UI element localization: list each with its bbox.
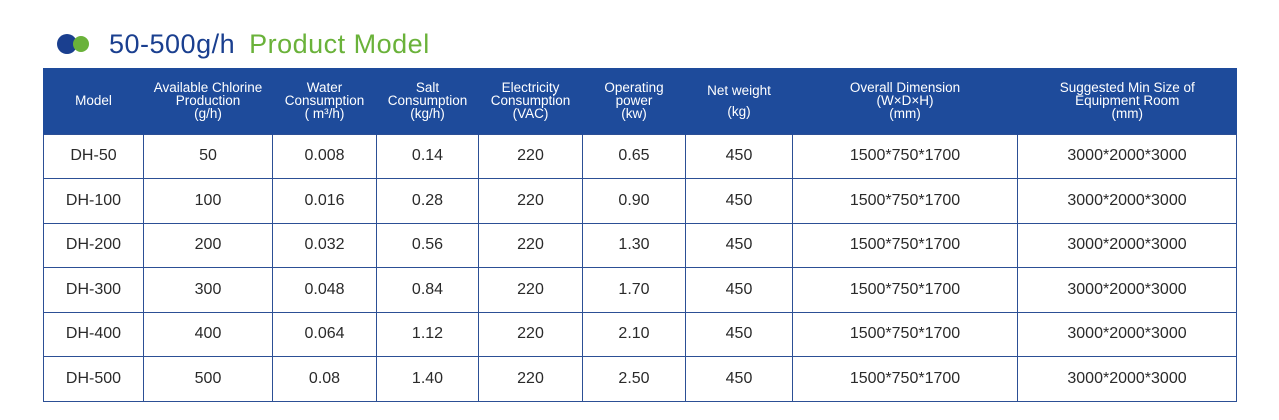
table-row: DH-100 100 0.016 0.28 220 0.90 450 1500*… [43, 178, 1237, 224]
cell-salt-consumption: 1.40 [376, 356, 479, 402]
cell-operating-power: 1.30 [582, 222, 686, 268]
header-operating-power: Operating power (kw) [582, 68, 686, 134]
cell-overall-dimension: 1500*750*1700 [792, 222, 1018, 268]
product-spec-table: Model Available Chlorine Production (g/h) … [43, 68, 1237, 402]
blue-dot-icon [57, 34, 77, 54]
cell-net-weight: 450 [685, 133, 793, 179]
cell-salt-consumption: 0.28 [376, 178, 479, 224]
cell-min-room-size: 3000*2000*3000 [1017, 356, 1237, 402]
cell-min-room-size: 3000*2000*3000 [1017, 178, 1237, 224]
cell-electricity: 220 [478, 133, 583, 179]
cell-electricity: 220 [478, 311, 583, 357]
cell-net-weight: 450 [685, 356, 793, 402]
cell-water-consumption: 0.016 [272, 178, 377, 224]
cell-min-room-size: 3000*2000*3000 [1017, 311, 1237, 357]
cell-operating-power: 2.10 [582, 311, 686, 357]
header-overall-dimension: Overall Dimension (W×D×H) (mm) [792, 68, 1018, 134]
cell-model: DH-100 [43, 178, 144, 224]
cell-model: DH-300 [43, 267, 144, 313]
cell-water-consumption: 0.048 [272, 267, 377, 313]
table-row: DH-50 50 0.008 0.14 220 0.65 450 1500*75… [43, 133, 1237, 179]
cell-chlorine-production: 500 [143, 356, 273, 402]
cell-model: DH-500 [43, 356, 144, 402]
cell-chlorine-production: 50 [143, 133, 273, 179]
cell-operating-power: 0.90 [582, 178, 686, 224]
cell-overall-dimension: 1500*750*1700 [792, 133, 1018, 179]
cell-chlorine-production: 300 [143, 267, 273, 313]
cell-electricity: 220 [478, 178, 583, 224]
section-heading: 50-500g/h Product Model [57, 26, 430, 62]
header-water-consumption: Water Consumption( m³/h) [272, 68, 377, 134]
green-dot-icon [73, 36, 89, 52]
cell-overall-dimension: 1500*750*1700 [792, 356, 1018, 402]
table-row: DH-300 300 0.048 0.84 220 1.70 450 1500*… [43, 267, 1237, 313]
cell-chlorine-production: 400 [143, 311, 273, 357]
cell-overall-dimension: 1500*750*1700 [792, 178, 1018, 224]
cell-salt-consumption: 0.84 [376, 267, 479, 313]
table-row: DH-500 500 0.08 1.40 220 2.50 450 1500*7… [43, 356, 1237, 402]
cell-electricity: 220 [478, 222, 583, 268]
cell-water-consumption: 0.08 [272, 356, 377, 402]
header-model: Model [43, 68, 144, 134]
cell-net-weight: 450 [685, 311, 793, 357]
cell-operating-power: 1.70 [582, 267, 686, 313]
cell-electricity: 220 [478, 267, 583, 313]
cell-electricity: 220 [478, 356, 583, 402]
header-min-room-size: Suggested Min Size of Equipment Room (mm) [1017, 68, 1237, 134]
cell-water-consumption: 0.008 [272, 133, 377, 179]
cell-operating-power: 2.50 [582, 356, 686, 402]
header-chlorine-production: Available Chlorine Production (g/h) [143, 68, 273, 134]
cell-chlorine-production: 100 [143, 178, 273, 224]
cell-min-room-size: 3000*2000*3000 [1017, 267, 1237, 313]
cell-net-weight: 450 [685, 178, 793, 224]
cell-overall-dimension: 1500*750*1700 [792, 311, 1018, 357]
table-row: DH-200 200 0.032 0.56 220 1.30 450 1500*… [43, 222, 1237, 268]
cell-water-consumption: 0.032 [272, 222, 377, 268]
header-net-weight: Net weight (kg) [685, 68, 793, 134]
cell-overall-dimension: 1500*750*1700 [792, 267, 1018, 313]
cell-chlorine-production: 200 [143, 222, 273, 268]
cell-model: DH-50 [43, 133, 144, 179]
cell-salt-consumption: 1.12 [376, 311, 479, 357]
cell-min-room-size: 3000*2000*3000 [1017, 222, 1237, 268]
cell-min-room-size: 3000*2000*3000 [1017, 133, 1237, 179]
cell-model: DH-400 [43, 311, 144, 357]
header-salt-consumption: Salt Consumption (kg/h) [376, 68, 479, 134]
table-row: DH-400 400 0.064 1.12 220 2.10 450 1500*… [43, 311, 1237, 357]
cell-salt-consumption: 0.14 [376, 133, 479, 179]
table-header-row: Model Available Chlorine Production (g/h) … [43, 68, 1237, 134]
bullet-dots-icon [57, 33, 101, 55]
cell-salt-consumption: 0.56 [376, 222, 479, 268]
cell-water-consumption: 0.064 [272, 311, 377, 357]
cell-operating-power: 0.65 [582, 133, 686, 179]
product-model-title: Product Model [249, 28, 430, 59]
cell-net-weight: 450 [685, 267, 793, 313]
header-electricity-consumption: Electricity Consumption (VAC) [478, 68, 583, 134]
cell-model: DH-200 [43, 222, 144, 268]
cell-net-weight: 450 [685, 222, 793, 268]
capacity-range-title: 50-500g/h [109, 28, 236, 59]
